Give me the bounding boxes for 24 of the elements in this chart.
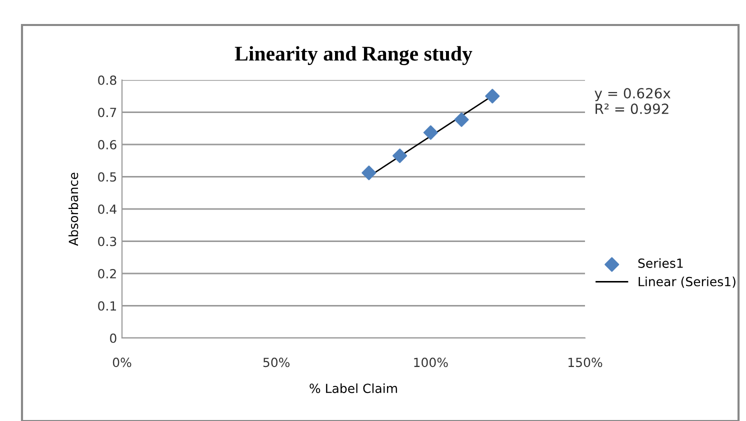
point bbox=[454, 112, 469, 127]
y-tick-label: 0.5 bbox=[98, 172, 116, 182]
y-tick-label: 0.1 bbox=[98, 301, 116, 311]
y-axis-title: Absorbance bbox=[68, 172, 78, 246]
x-tick-label: 150% bbox=[568, 358, 602, 368]
point bbox=[392, 148, 408, 164]
chart-title: Linearity and Range study bbox=[234, 46, 472, 66]
y-tick-label: 0.8 bbox=[98, 75, 116, 85]
legend-label: Series1 bbox=[638, 258, 683, 268]
x-tick-label: 100% bbox=[414, 358, 448, 368]
y-tick-label: 0.2 bbox=[98, 268, 116, 278]
point bbox=[362, 166, 376, 180]
x-tick-label: 50% bbox=[263, 358, 290, 368]
x-axis-title: % Label Claim bbox=[310, 383, 397, 394]
y-tick-label: 0.7 bbox=[98, 108, 116, 118]
text: y = 0.626x R² = 0.992 bbox=[594, 88, 670, 114]
y-tick-label: 0.6 bbox=[98, 140, 116, 150]
y-tick-label: 0 bbox=[110, 333, 116, 343]
legend-label: Linear (Series1) bbox=[638, 276, 736, 288]
point bbox=[485, 88, 500, 104]
y-tick-label: 0.4 bbox=[98, 204, 116, 214]
x-tick-label: 0% bbox=[112, 358, 132, 368]
y-tick-label: 0.3 bbox=[98, 236, 116, 246]
point bbox=[423, 125, 438, 140]
